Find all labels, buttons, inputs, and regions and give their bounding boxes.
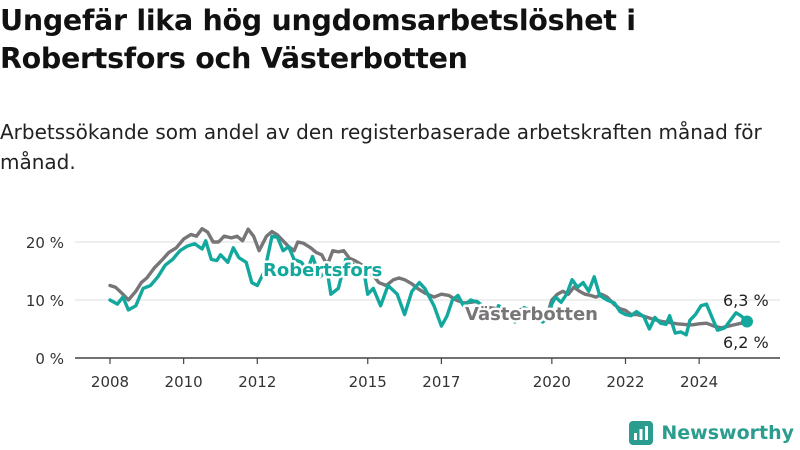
y-tick-label: 20 % [26,234,64,252]
x-tick-label: 2015 [349,373,387,391]
x-tick-label: 2017 [422,373,460,391]
end-point-marker [741,315,753,328]
newsworthy-logo-icon [629,421,654,445]
newsworthy-logo: Newsworthy [629,421,794,445]
grid-layer [75,241,780,301]
x-tick-label: 2022 [606,373,644,391]
end-value-label: 6,3 % [723,291,769,310]
x-tick-label: 2008 [91,373,129,391]
series-line-robertsfors [108,234,749,337]
y-tick-label: 10 % [26,292,64,310]
series-label-vsterbotten: Västerbotten [465,304,598,325]
y-tick-label: 0 % [35,350,64,368]
x-tick-label: 2024 [680,373,718,391]
label-layer: RobertsforsRobertsforsVästerbottenVäster… [261,258,769,353]
x-tick-label: 2010 [165,373,203,391]
x-tick-label: 2020 [533,373,571,391]
series-label-robertsfors: Robertsfors [263,260,382,281]
end-value-label: 6,2 % [723,333,769,352]
series-layer [108,227,753,337]
chart-subtitle: Arbetssökande som andel av den registerb… [0,120,762,174]
x-tick-label: 2012 [238,373,276,391]
series-label-halo: Robertsfors [263,260,382,281]
axis-layer: 0 % 10 % 20 % 2008 2010 2012 2015 2017 2020 2022 2… [26,234,780,391]
chart-title: Ungefär lika hög ungdomsarbetslöshet i R… [0,4,636,75]
brand-name: Newsworthy [661,422,794,444]
series-label-halo: Västerbotten [465,304,598,325]
